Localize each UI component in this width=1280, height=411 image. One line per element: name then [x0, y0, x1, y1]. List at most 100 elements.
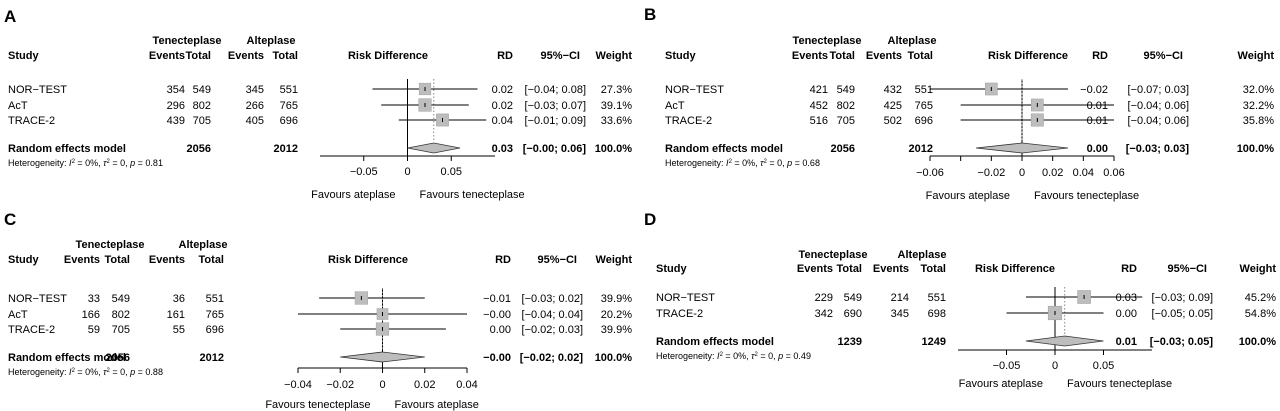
pooled-rd: −0.00 [483, 352, 511, 364]
forest-plot-panel-c: C Tenecteplase Alteplase Study Events Total Ev… [4, 210, 632, 411]
header-control-total: Total [199, 254, 224, 266]
header-rd: RD [497, 50, 513, 62]
favours-left-label: Favours ateplase [959, 378, 1043, 390]
x-tick-label: 0.05 [441, 166, 462, 178]
header-study: Study [8, 50, 39, 62]
header-rd: RD [1121, 263, 1137, 275]
header-study: Study [8, 254, 39, 266]
rd-value: −0.01 [483, 293, 511, 305]
ci-value: [−0.04; 0.08] [525, 84, 586, 96]
weight-value: 27.3% [601, 84, 632, 96]
treatment-total: 802 [193, 100, 211, 112]
control-total: 551 [928, 292, 946, 304]
x-tick-label: −0.04 [284, 379, 312, 391]
control-events: 55 [173, 324, 185, 336]
weight-value: 39.1% [601, 100, 632, 112]
rd-value: 0.02 [492, 84, 513, 96]
study-name: NOR−TEST [8, 293, 67, 305]
ci-value: [−0.02; 0.03] [522, 324, 583, 336]
pooled-rd: 0.03 [492, 143, 513, 155]
pooled-rd: 0.01 [1116, 336, 1137, 348]
control-events: 405 [246, 115, 264, 127]
x-tick-label: 0.02 [414, 379, 435, 391]
header-risk-difference: Risk Difference [975, 263, 1055, 275]
header-treatment-total: Total [105, 254, 130, 266]
header-control-events: Events [149, 254, 185, 266]
header-control-total: Total [921, 263, 946, 275]
x-tick-label: −0.05 [350, 166, 378, 178]
x-tick-label: 0 [404, 166, 410, 178]
control-total: 551 [915, 84, 933, 96]
control-events: 502 [884, 115, 902, 127]
header-treatment-events: Events [792, 50, 828, 62]
control-events: 425 [884, 100, 902, 112]
pooled-label: Random effects model [8, 352, 126, 364]
pooled-label: Random effects model [665, 143, 783, 155]
control-events: 345 [891, 308, 909, 320]
header-treatment-group: Tenecteplase [153, 35, 222, 47]
study-name: TRACE-2 [8, 115, 55, 127]
study-name: AcT [8, 309, 28, 321]
treatment-total: 705 [193, 115, 211, 127]
favours-right-label: Favours tenecteplase [420, 189, 525, 201]
pooled-ci: [−0.03; 0.05] [1150, 336, 1214, 348]
header-control-events: Events [228, 50, 264, 62]
treatment-total: 802 [837, 100, 855, 112]
treatment-total: 549 [112, 293, 130, 305]
x-tick-label: 0 [1052, 360, 1058, 372]
control-events: 161 [167, 309, 185, 321]
header-rd: RD [495, 254, 511, 266]
pooled-label: Random effects model [656, 336, 774, 348]
treatment-total: 549 [193, 84, 211, 96]
treatment-events: 229 [815, 292, 833, 304]
treatment-events: 342 [815, 308, 833, 320]
panel-letter: C [4, 210, 16, 229]
ci-value: [−0.01; 0.09] [525, 115, 586, 127]
header-risk-difference: Risk Difference [328, 254, 408, 266]
rd-value: 0.00 [490, 324, 511, 336]
ci-value: [−0.03; 0.02] [522, 293, 583, 305]
treatment-events: 33 [88, 293, 100, 305]
study-name: NOR−TEST [8, 84, 67, 96]
control-events: 36 [173, 293, 185, 305]
header-treatment-total: Total [837, 263, 862, 275]
pooled-diamond [1025, 335, 1104, 347]
header-treatment-group: Tenecteplase [793, 35, 862, 47]
treatment-events: 439 [167, 115, 185, 127]
favours-right-label: Favours tenecteplase [1034, 190, 1139, 202]
header-control-group: Alteplase [179, 239, 228, 251]
panel-letter: A [4, 7, 16, 26]
header-treatment-total: Total [186, 50, 211, 62]
header-risk-difference: Risk Difference [988, 50, 1068, 62]
favours-right-label: Favours tenecteplase [1067, 378, 1172, 390]
pooled-ci: [−0.03; 0.03] [1126, 143, 1190, 155]
header-treatment-group: Tenecteplase [799, 249, 868, 261]
rd-value: 0.01 [1087, 100, 1108, 112]
x-tick-label: 0.04 [1073, 167, 1094, 179]
weight-value: 33.6% [601, 115, 632, 127]
treatment-total: 549 [844, 292, 862, 304]
pooled-ci: [−0.00; 0.06] [523, 143, 587, 155]
x-tick-label: 0 [1019, 167, 1025, 179]
header-study: Study [656, 263, 687, 275]
control-total: 698 [928, 308, 946, 320]
header-ci: 95%−CI [541, 50, 580, 62]
control-events: 266 [246, 100, 264, 112]
treatment-events: 421 [810, 84, 828, 96]
control-total: 696 [206, 324, 224, 336]
favours-left-label: Favours tenecteplase [265, 399, 370, 411]
pooled-treatment-total: 2056 [187, 143, 211, 155]
pooled-weight: 100.0% [595, 143, 633, 155]
study-name: NOR−TEST [665, 84, 724, 96]
control-total: 696 [915, 115, 933, 127]
study-name: TRACE-2 [656, 308, 703, 320]
control-total: 551 [280, 84, 298, 96]
x-tick-label: 0 [379, 379, 385, 391]
pooled-control-total: 2012 [200, 352, 224, 364]
weight-value: 32.0% [1243, 84, 1274, 96]
favours-left-label: Favours ateplase [926, 190, 1010, 202]
header-control-total: Total [908, 50, 933, 62]
header-weight: Weight [1238, 50, 1275, 62]
header-study: Study [665, 50, 696, 62]
